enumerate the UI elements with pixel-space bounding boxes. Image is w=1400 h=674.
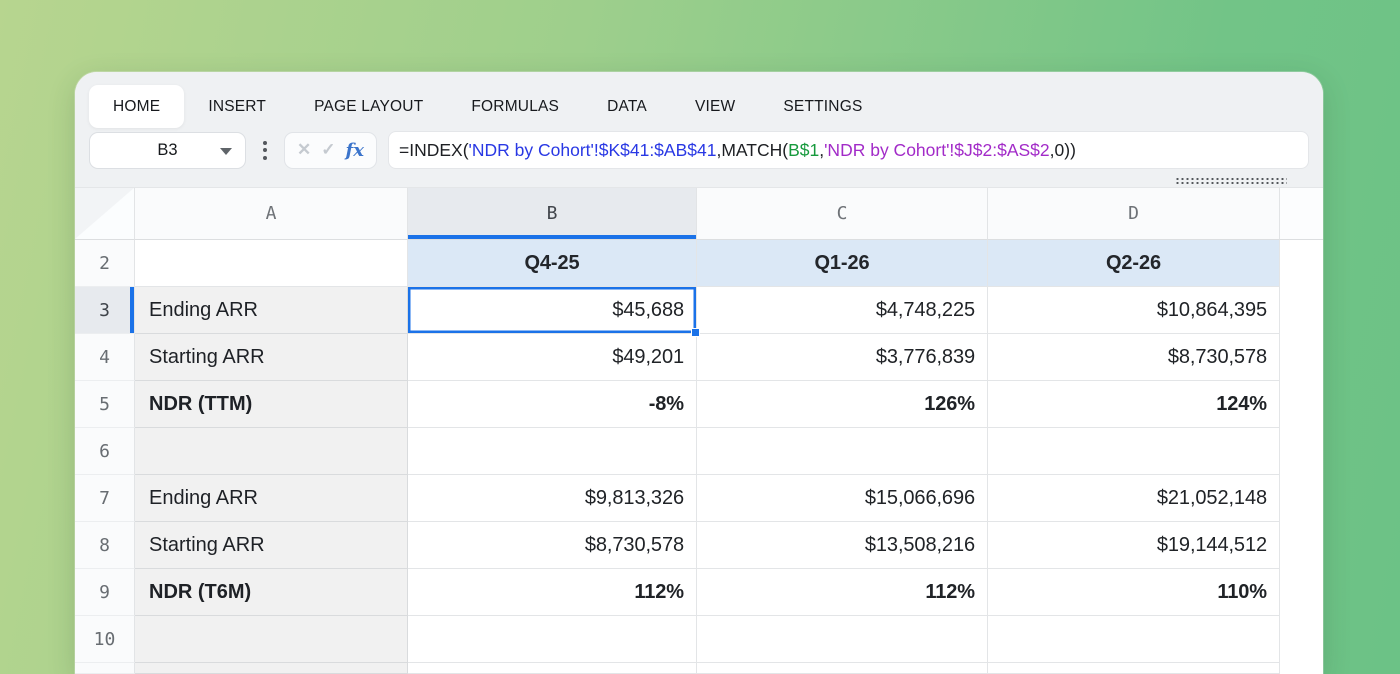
column-header-C[interactable]: C: [697, 188, 988, 240]
formula-segment: ,MATCH(: [716, 139, 789, 160]
cell-C3[interactable]: $4,748,225: [697, 287, 988, 334]
function-icon[interactable]: fx: [345, 139, 364, 161]
cell-C10[interactable]: [697, 616, 988, 663]
formula-actions: ✕ ✓ fx: [284, 131, 377, 169]
cell-D6[interactable]: [988, 428, 1280, 475]
spreadsheet-window: HOME INSERT PAGE LAYOUT FORMULAS DATA VIEW SET…: [75, 72, 1323, 674]
column-header-D[interactable]: D: [988, 188, 1280, 240]
cell-D5[interactable]: 124%: [988, 381, 1280, 428]
row-header-10[interactable]: 10: [75, 616, 135, 663]
cell-A3[interactable]: Ending ARR: [135, 287, 408, 334]
cell-C8[interactable]: $13,508,216: [697, 522, 988, 569]
tab-data[interactable]: DATA: [607, 97, 647, 115]
cell-B6[interactable]: [408, 428, 697, 475]
row-header-overflow[interactable]: [75, 663, 135, 674]
formula-segment: =INDEX(: [399, 139, 469, 160]
gutter-cell: [1280, 381, 1323, 428]
cell-B3[interactable]: $45,688: [408, 287, 700, 337]
tab-view[interactable]: VIEW: [694, 97, 736, 115]
formula-segment: B$1: [788, 139, 820, 160]
formula-bar-resize-handle[interactable]: [1175, 177, 1287, 185]
formula-segment: 'NDR by Cohort'!$K$41:$AB$41: [468, 139, 717, 160]
gutter-cell: [1280, 240, 1323, 287]
fill-handle[interactable]: [691, 328, 700, 337]
select-all-corner[interactable]: [75, 188, 135, 240]
row-header-7[interactable]: 7: [75, 475, 135, 522]
formula-segment: ,0)): [1049, 139, 1076, 160]
gutter-cell: [1280, 428, 1323, 475]
cell-C7[interactable]: $15,066,696: [697, 475, 988, 522]
column-header-B[interactable]: B: [408, 188, 697, 240]
tab-formulas[interactable]: FORMULAS: [471, 97, 560, 115]
row-header-8[interactable]: 8: [75, 522, 135, 569]
sheet-grid: A B C D 2 Q4-25 Q1-26 Q2-26 3 Ending ARR $45,688 $4…: [75, 188, 1323, 674]
cell-D4[interactable]: $8,730,578: [988, 334, 1280, 381]
cell-C5[interactable]: 126%: [697, 381, 988, 428]
formula-bar: B3 ✕ ✓ fx =INDEX('NDR by Cohort'!$K$41:$…: [75, 128, 1323, 172]
cell-Bx[interactable]: [408, 663, 697, 674]
name-box[interactable]: B3: [89, 131, 246, 169]
gutter-cell: [1280, 287, 1323, 334]
row-header-2[interactable]: 2: [75, 240, 135, 287]
cell-C4[interactable]: $3,776,839: [697, 334, 988, 381]
cell-D8[interactable]: $19,144,512: [988, 522, 1280, 569]
cell-A6[interactable]: [135, 428, 408, 475]
cell-A9[interactable]: NDR (T6M): [135, 569, 408, 616]
cell-B10[interactable]: [408, 616, 697, 663]
cell-A10[interactable]: [135, 616, 408, 663]
cell-B2[interactable]: Q4-25: [408, 240, 697, 287]
cell-A7[interactable]: Ending ARR: [135, 475, 408, 522]
cell-D7[interactable]: $21,052,148: [988, 475, 1280, 522]
gutter-cell: [1280, 569, 1323, 616]
tab-insert[interactable]: INSERT: [208, 97, 267, 115]
cell-A2[interactable]: [135, 240, 408, 287]
formula-bar-strip: [75, 172, 1323, 188]
row-header-9[interactable]: 9: [75, 569, 135, 616]
row-header-4[interactable]: 4: [75, 334, 135, 381]
formula-segment: ,: [819, 139, 825, 160]
cell-B8[interactable]: $8,730,578: [408, 522, 697, 569]
cell-Cx[interactable]: [697, 663, 988, 674]
cell-A5[interactable]: NDR (TTM): [135, 381, 408, 428]
row-header-6[interactable]: 6: [75, 428, 135, 475]
gutter-cell: [1280, 616, 1323, 663]
cell-reference: B3: [157, 140, 178, 159]
gutter-cell: [1280, 475, 1323, 522]
accept-icon[interactable]: ✓: [321, 140, 336, 159]
formula-input[interactable]: =INDEX('NDR by Cohort'!$K$41:$AB$41 ,MATC…: [388, 131, 1309, 169]
formula-segment: 'NDR by Cohort'!$J$2:$AS$2: [824, 139, 1050, 160]
cell-C9[interactable]: 112%: [697, 569, 988, 616]
row-header-5[interactable]: 5: [75, 381, 135, 428]
cell-Dx[interactable]: [988, 663, 1280, 674]
cell-A8[interactable]: Starting ARR: [135, 522, 408, 569]
gutter-cell: [1280, 334, 1323, 381]
cell-D9[interactable]: 110%: [988, 569, 1280, 616]
cell-Ax[interactable]: [135, 663, 408, 674]
gutter-cell: [1280, 663, 1323, 674]
column-header-A[interactable]: A: [135, 188, 408, 240]
cell-B7[interactable]: $9,813,326: [408, 475, 697, 522]
cell-B9[interactable]: 112%: [408, 569, 697, 616]
gutter-cell: [1280, 522, 1323, 569]
cell-C2[interactable]: Q1-26: [697, 240, 988, 287]
cell-A4[interactable]: Starting ARR: [135, 334, 408, 381]
cell-B4[interactable]: $49,201: [408, 334, 697, 381]
tab-settings[interactable]: SETTINGS: [783, 97, 863, 115]
cell-D3[interactable]: $10,864,395: [988, 287, 1280, 334]
ribbon-tabs: HOME INSERT PAGE LAYOUT FORMULAS DATA VIEW SET…: [75, 72, 1323, 128]
cell-B5[interactable]: -8%: [408, 381, 697, 428]
row-header-3[interactable]: 3: [75, 287, 135, 334]
cell-C6[interactable]: [697, 428, 988, 475]
more-options-icon[interactable]: [257, 140, 273, 160]
cell-D10[interactable]: [988, 616, 1280, 663]
chevron-down-icon[interactable]: [220, 147, 232, 155]
cancel-icon[interactable]: ✕: [297, 140, 312, 159]
cell-D2[interactable]: Q2-26: [988, 240, 1280, 287]
tab-home[interactable]: HOME: [89, 85, 185, 128]
column-header-gutter: [1280, 188, 1323, 240]
tab-page-layout[interactable]: PAGE LAYOUT: [314, 97, 424, 115]
